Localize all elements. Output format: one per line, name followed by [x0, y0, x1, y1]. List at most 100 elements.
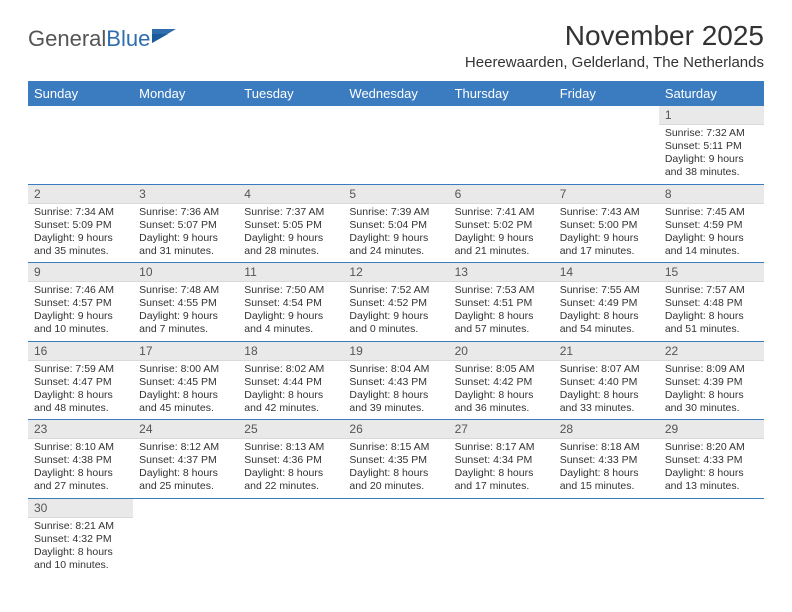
- sunset-text: Sunset: 5:05 PM: [244, 219, 337, 232]
- day-details: Sunrise: 7:53 AMSunset: 4:51 PMDaylight:…: [449, 282, 554, 341]
- daylight-line1: Daylight: 8 hours: [139, 467, 232, 480]
- calendar-day-cell: 8Sunrise: 7:45 AMSunset: 4:59 PMDaylight…: [659, 184, 764, 263]
- sunrise-text: Sunrise: 7:32 AM: [665, 127, 758, 140]
- sunset-text: Sunset: 5:04 PM: [349, 219, 442, 232]
- calendar-day-cell: 10Sunrise: 7:48 AMSunset: 4:55 PMDayligh…: [133, 263, 238, 342]
- sunrise-text: Sunrise: 8:15 AM: [349, 441, 442, 454]
- sunset-text: Sunset: 4:42 PM: [455, 376, 548, 389]
- day-number: 30: [28, 499, 133, 518]
- day-number: 16: [28, 342, 133, 361]
- sunset-text: Sunset: 4:51 PM: [455, 297, 548, 310]
- sunset-text: Sunset: 5:11 PM: [665, 140, 758, 153]
- sunrise-text: Sunrise: 8:21 AM: [34, 520, 127, 533]
- calendar-day-cell: 13Sunrise: 7:53 AMSunset: 4:51 PMDayligh…: [449, 263, 554, 342]
- day-number: 19: [343, 342, 448, 361]
- calendar-day-cell: 16Sunrise: 7:59 AMSunset: 4:47 PMDayligh…: [28, 341, 133, 420]
- sunset-text: Sunset: 4:55 PM: [139, 297, 232, 310]
- calendar-day-cell: 7Sunrise: 7:43 AMSunset: 5:00 PMDaylight…: [554, 184, 659, 263]
- daylight-line2: and 21 minutes.: [455, 245, 548, 258]
- calendar-day-cell: 29Sunrise: 8:20 AMSunset: 4:33 PMDayligh…: [659, 420, 764, 499]
- day-details: Sunrise: 8:12 AMSunset: 4:37 PMDaylight:…: [133, 439, 238, 498]
- day-details: Sunrise: 8:13 AMSunset: 4:36 PMDaylight:…: [238, 439, 343, 498]
- calendar-header-cell: Sunday: [28, 81, 133, 106]
- daylight-line1: Daylight: 8 hours: [244, 467, 337, 480]
- calendar-day-cell: 25Sunrise: 8:13 AMSunset: 4:36 PMDayligh…: [238, 420, 343, 499]
- day-details: Sunrise: 7:37 AMSunset: 5:05 PMDaylight:…: [238, 204, 343, 263]
- daylight-line1: Daylight: 8 hours: [349, 467, 442, 480]
- sunrise-text: Sunrise: 7:59 AM: [34, 363, 127, 376]
- day-details: Sunrise: 8:21 AMSunset: 4:32 PMDaylight:…: [28, 518, 133, 577]
- day-details: Sunrise: 8:10 AMSunset: 4:38 PMDaylight:…: [28, 439, 133, 498]
- calendar-day-cell: 22Sunrise: 8:09 AMSunset: 4:39 PMDayligh…: [659, 341, 764, 420]
- day-details: Sunrise: 7:39 AMSunset: 5:04 PMDaylight:…: [343, 204, 448, 263]
- sunset-text: Sunset: 4:37 PM: [139, 454, 232, 467]
- calendar-day-cell: 20Sunrise: 8:05 AMSunset: 4:42 PMDayligh…: [449, 341, 554, 420]
- calendar-empty-cell: [554, 106, 659, 184]
- day-number: 6: [449, 185, 554, 204]
- daylight-line2: and 54 minutes.: [560, 323, 653, 336]
- daylight-line2: and 13 minutes.: [665, 480, 758, 493]
- sunset-text: Sunset: 4:54 PM: [244, 297, 337, 310]
- daylight-line1: Daylight: 9 hours: [34, 310, 127, 323]
- daylight-line1: Daylight: 8 hours: [34, 467, 127, 480]
- daylight-line1: Daylight: 9 hours: [349, 232, 442, 245]
- daylight-line2: and 51 minutes.: [665, 323, 758, 336]
- sunset-text: Sunset: 5:02 PM: [455, 219, 548, 232]
- sunrise-text: Sunrise: 7:55 AM: [560, 284, 653, 297]
- sunset-text: Sunset: 5:07 PM: [139, 219, 232, 232]
- sunrise-text: Sunrise: 8:02 AM: [244, 363, 337, 376]
- day-details: Sunrise: 7:59 AMSunset: 4:47 PMDaylight:…: [28, 361, 133, 420]
- sunrise-text: Sunrise: 7:45 AM: [665, 206, 758, 219]
- day-details: Sunrise: 7:55 AMSunset: 4:49 PMDaylight:…: [554, 282, 659, 341]
- daylight-line2: and 27 minutes.: [34, 480, 127, 493]
- day-number: 3: [133, 185, 238, 204]
- daylight-line2: and 25 minutes.: [139, 480, 232, 493]
- daylight-line1: Daylight: 8 hours: [455, 467, 548, 480]
- day-details: Sunrise: 8:04 AMSunset: 4:43 PMDaylight:…: [343, 361, 448, 420]
- day-details: Sunrise: 7:52 AMSunset: 4:52 PMDaylight:…: [343, 282, 448, 341]
- day-number: 24: [133, 420, 238, 439]
- calendar-day-cell: 24Sunrise: 8:12 AMSunset: 4:37 PMDayligh…: [133, 420, 238, 499]
- sunset-text: Sunset: 4:44 PM: [244, 376, 337, 389]
- daylight-line2: and 57 minutes.: [455, 323, 548, 336]
- sunrise-text: Sunrise: 7:39 AM: [349, 206, 442, 219]
- calendar-day-cell: 5Sunrise: 7:39 AMSunset: 5:04 PMDaylight…: [343, 184, 448, 263]
- calendar-day-cell: 3Sunrise: 7:36 AMSunset: 5:07 PMDaylight…: [133, 184, 238, 263]
- calendar-day-cell: 26Sunrise: 8:15 AMSunset: 4:35 PMDayligh…: [343, 420, 448, 499]
- daylight-line2: and 24 minutes.: [349, 245, 442, 258]
- daylight-line1: Daylight: 8 hours: [560, 467, 653, 480]
- calendar-day-cell: 21Sunrise: 8:07 AMSunset: 4:40 PMDayligh…: [554, 341, 659, 420]
- daylight-line1: Daylight: 8 hours: [34, 389, 127, 402]
- calendar-day-cell: 9Sunrise: 7:46 AMSunset: 4:57 PMDaylight…: [28, 263, 133, 342]
- daylight-line2: and 36 minutes.: [455, 402, 548, 415]
- sunrise-text: Sunrise: 8:13 AM: [244, 441, 337, 454]
- daylight-line2: and 17 minutes.: [560, 245, 653, 258]
- calendar-week-row: 16Sunrise: 7:59 AMSunset: 4:47 PMDayligh…: [28, 341, 764, 420]
- daylight-line1: Daylight: 9 hours: [244, 232, 337, 245]
- day-number: 25: [238, 420, 343, 439]
- sunset-text: Sunset: 4:34 PM: [455, 454, 548, 467]
- daylight-line2: and 31 minutes.: [139, 245, 232, 258]
- daylight-line1: Daylight: 8 hours: [665, 310, 758, 323]
- calendar-empty-cell: [449, 498, 554, 576]
- day-number: 7: [554, 185, 659, 204]
- day-details: Sunrise: 7:34 AMSunset: 5:09 PMDaylight:…: [28, 204, 133, 263]
- day-details: Sunrise: 8:00 AMSunset: 4:45 PMDaylight:…: [133, 361, 238, 420]
- sunrise-text: Sunrise: 8:17 AM: [455, 441, 548, 454]
- day-number: 12: [343, 263, 448, 282]
- calendar-day-cell: 23Sunrise: 8:10 AMSunset: 4:38 PMDayligh…: [28, 420, 133, 499]
- sunrise-text: Sunrise: 7:52 AM: [349, 284, 442, 297]
- calendar-empty-cell: [133, 106, 238, 184]
- sunset-text: Sunset: 4:49 PM: [560, 297, 653, 310]
- day-details: Sunrise: 7:41 AMSunset: 5:02 PMDaylight:…: [449, 204, 554, 263]
- day-number: 28: [554, 420, 659, 439]
- day-number: 20: [449, 342, 554, 361]
- daylight-line2: and 30 minutes.: [665, 402, 758, 415]
- calendar-header-cell: Friday: [554, 81, 659, 106]
- day-number: 15: [659, 263, 764, 282]
- daylight-line2: and 10 minutes.: [34, 323, 127, 336]
- calendar-day-cell: 30Sunrise: 8:21 AMSunset: 4:32 PMDayligh…: [28, 498, 133, 576]
- day-details: Sunrise: 8:18 AMSunset: 4:33 PMDaylight:…: [554, 439, 659, 498]
- sunrise-text: Sunrise: 7:36 AM: [139, 206, 232, 219]
- daylight-line2: and 39 minutes.: [349, 402, 442, 415]
